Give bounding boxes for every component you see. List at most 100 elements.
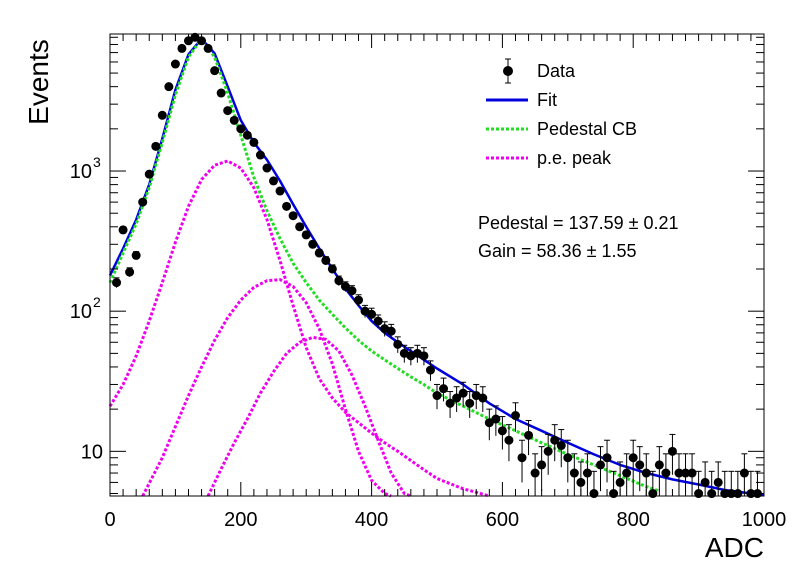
data-point <box>118 225 128 235</box>
data-point <box>681 468 691 478</box>
x-tick-label: 800 <box>617 509 650 531</box>
data-point <box>713 477 723 487</box>
curve-p-e-peak-2 <box>141 278 392 498</box>
data-point <box>641 468 651 478</box>
x-tick-label: 0 <box>104 509 115 531</box>
data-point <box>419 351 429 361</box>
data-point <box>255 150 265 160</box>
y-tick-label: 10 <box>70 161 92 183</box>
curve-p-e-peak-3 <box>206 335 412 498</box>
data-point <box>242 130 252 140</box>
x-tick-label: 200 <box>224 509 257 531</box>
data-point <box>269 176 278 186</box>
data-point <box>576 477 586 487</box>
data-point <box>602 453 612 463</box>
legend-label-data: Data <box>537 61 576 81</box>
data-point <box>556 441 566 451</box>
data-point <box>112 278 122 288</box>
data-point <box>354 295 364 305</box>
x-tick-label: 400 <box>355 509 388 531</box>
data-point <box>425 365 435 375</box>
data-point <box>543 446 553 456</box>
data-point <box>491 414 501 424</box>
data-point <box>125 267 135 277</box>
y-tick-label: 10 <box>81 441 103 463</box>
data-point <box>550 435 560 445</box>
data-point <box>648 489 658 499</box>
data-point <box>687 468 697 478</box>
data-point <box>301 230 311 240</box>
data-point <box>229 115 239 125</box>
data-point <box>275 186 285 196</box>
data-point <box>170 59 180 69</box>
data-point <box>334 276 344 286</box>
curve-pedestal-cb <box>108 37 660 493</box>
data-point <box>517 453 527 463</box>
data-point <box>439 384 449 394</box>
x-tick-label: 600 <box>486 509 519 531</box>
data-point <box>144 169 154 179</box>
data-point <box>321 255 331 265</box>
data-point <box>288 211 298 221</box>
data-point <box>622 468 632 478</box>
legend-label-p-e-peak: p.e. peak <box>537 148 612 168</box>
data-point <box>458 388 468 398</box>
data-point <box>282 201 292 211</box>
legend-label-fit: Fit <box>537 90 557 110</box>
data-point <box>596 460 605 470</box>
data-point <box>582 468 592 478</box>
data-point <box>210 66 220 76</box>
data-point <box>164 82 174 92</box>
data-point <box>537 460 547 470</box>
data-point <box>497 426 507 436</box>
data-point <box>236 124 246 134</box>
data-point <box>340 281 350 291</box>
gain-annotation: Gain = 58.36 ± 1.55 <box>478 241 637 261</box>
data-point <box>249 137 259 147</box>
data-point <box>138 197 148 207</box>
data-point <box>131 250 141 260</box>
data-point <box>347 286 357 296</box>
data-point-layer <box>112 32 762 499</box>
data-point <box>700 477 710 487</box>
y-tick-label-exponent: 3 <box>93 154 101 170</box>
data-point <box>386 326 396 336</box>
data-point <box>151 141 161 151</box>
data-point <box>295 222 305 232</box>
data-point <box>393 339 403 349</box>
data-point <box>615 477 625 487</box>
data-point <box>504 435 514 445</box>
data-point <box>465 398 475 408</box>
data-point <box>177 43 187 53</box>
data-point <box>609 489 619 499</box>
x-tick-label: 1000 <box>742 509 787 531</box>
data-point <box>203 43 213 53</box>
data-point <box>367 309 377 319</box>
data-point <box>674 468 684 478</box>
data-point <box>569 468 579 478</box>
data-point <box>484 418 494 428</box>
y-tick-label-exponent: 2 <box>93 294 101 310</box>
data-point <box>739 468 749 478</box>
data-point <box>654 460 664 470</box>
data-point <box>628 453 638 463</box>
data-point <box>216 88 226 98</box>
data-point <box>524 430 534 440</box>
data-point <box>373 316 383 326</box>
data-point <box>445 398 455 408</box>
data-point <box>563 453 573 463</box>
legend-marker-data <box>503 66 513 76</box>
data-point <box>530 468 540 478</box>
curve-p-e-peak-1 <box>108 159 490 498</box>
data-point <box>314 248 324 258</box>
data-point <box>510 411 520 421</box>
data-point <box>452 393 462 403</box>
x-axis-label: ADC <box>705 532 764 563</box>
data-point <box>661 468 671 478</box>
data-point <box>157 110 167 120</box>
legend-label-pedestal-cb: Pedestal CB <box>537 119 637 139</box>
y-tick-label: 10 <box>70 301 92 323</box>
